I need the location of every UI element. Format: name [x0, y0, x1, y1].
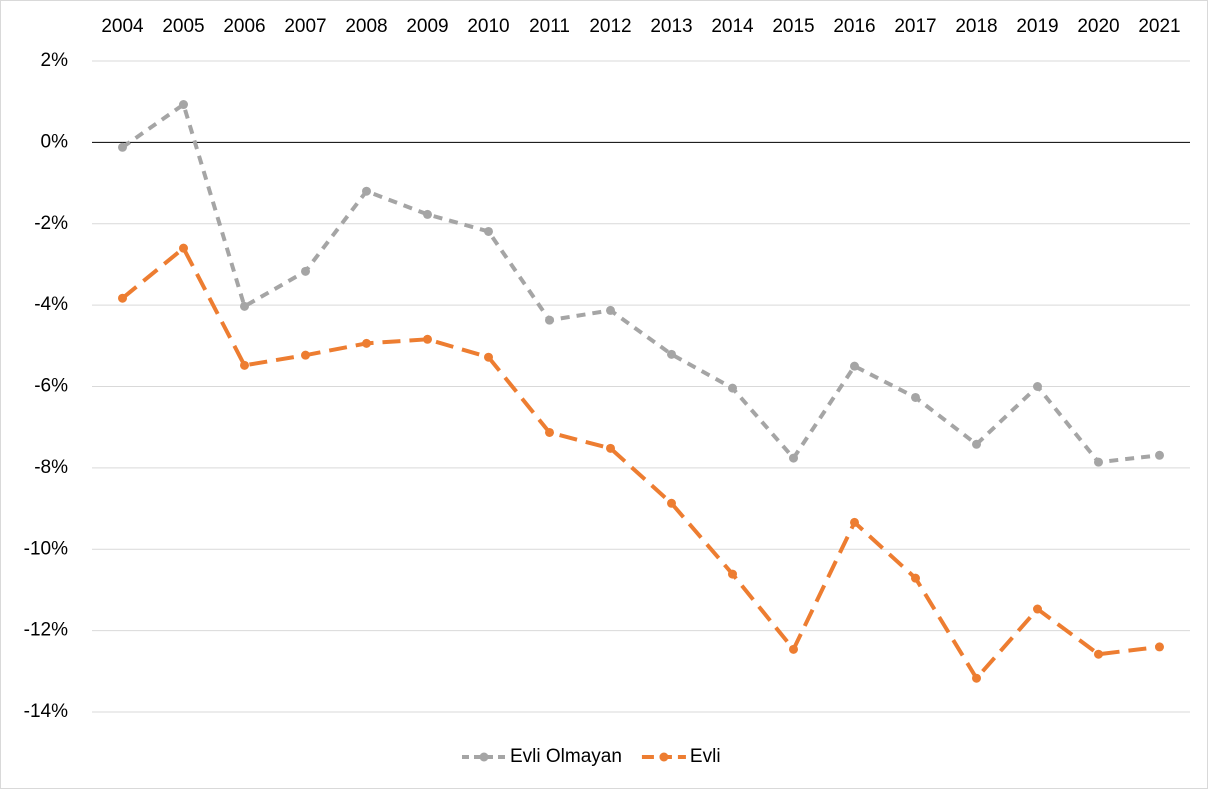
- legend-marker: [479, 752, 489, 762]
- y-tick-label: -10%: [24, 538, 68, 559]
- series-line: [121, 245, 1160, 682]
- point: [850, 361, 859, 371]
- point: [545, 427, 554, 437]
- point: [972, 673, 981, 683]
- point: [850, 517, 859, 527]
- x-tick-label: 2014: [711, 16, 754, 37]
- x-tick-label: 2016: [833, 16, 875, 37]
- y-tick-label: -14%: [24, 701, 68, 722]
- point: [423, 209, 432, 219]
- point: [301, 350, 310, 360]
- x-tick-label: 2006: [223, 16, 265, 37]
- point: [362, 186, 371, 196]
- point: [179, 243, 188, 253]
- point: [972, 439, 981, 449]
- point: [1155, 450, 1164, 460]
- point: [423, 334, 432, 344]
- x-tick-label: 2009: [406, 16, 448, 37]
- legend-item: Evli: [641, 746, 721, 767]
- point: [667, 349, 676, 359]
- point: [728, 383, 737, 393]
- x-tick-label: 2007: [284, 16, 326, 37]
- series-line: [121, 101, 1160, 465]
- point: [1033, 604, 1042, 614]
- x-tick-label: 2020: [1077, 16, 1119, 37]
- point: [1033, 382, 1042, 391]
- point: [179, 100, 188, 110]
- legend-marker: [659, 752, 669, 762]
- y-tick-label: 2%: [41, 50, 69, 71]
- legend-item: Evli Olmayan: [462, 746, 622, 767]
- point: [606, 305, 615, 315]
- point: [728, 569, 737, 579]
- point: [911, 573, 920, 583]
- point: [911, 392, 920, 402]
- x-tick-label: 2018: [955, 16, 997, 37]
- point: [301, 266, 310, 276]
- point: [118, 293, 127, 303]
- x-tick-label: 2008: [345, 16, 387, 37]
- y-tick-label: -12%: [24, 620, 68, 641]
- x-tick-label: 2017: [894, 16, 936, 37]
- x-tick-label: 2021: [1138, 16, 1180, 37]
- x-tick-label: 2010: [467, 16, 509, 37]
- x-tick-label: 2012: [589, 16, 631, 37]
- x-tick-label: 2015: [772, 16, 814, 37]
- point: [484, 352, 493, 362]
- y-tick-label: 0%: [41, 131, 69, 152]
- point: [484, 226, 493, 236]
- legend-label: Evli Olmayan: [510, 746, 622, 767]
- x-tick-label: 2013: [650, 16, 692, 37]
- point: [606, 443, 615, 453]
- point: [1155, 642, 1164, 652]
- point: [667, 498, 676, 508]
- legend-label: Evli: [690, 746, 721, 767]
- point: [789, 453, 798, 463]
- x-tick-label: 2019: [1016, 16, 1058, 37]
- y-tick-label: -4%: [34, 294, 68, 315]
- point: [362, 338, 371, 348]
- y-tick-label: -2%: [34, 213, 68, 234]
- point: [240, 301, 249, 311]
- point: [1094, 457, 1103, 467]
- x-tick-label: 2004: [101, 16, 144, 37]
- point: [789, 644, 798, 654]
- point: [118, 142, 127, 152]
- y-tick-label: -8%: [34, 457, 68, 478]
- y-tick-label: -6%: [34, 376, 68, 397]
- x-tick-label: 2005: [162, 16, 204, 37]
- point: [1094, 649, 1103, 659]
- x-tick-label: 2011: [529, 16, 570, 37]
- point: [240, 360, 249, 370]
- point: [545, 315, 554, 325]
